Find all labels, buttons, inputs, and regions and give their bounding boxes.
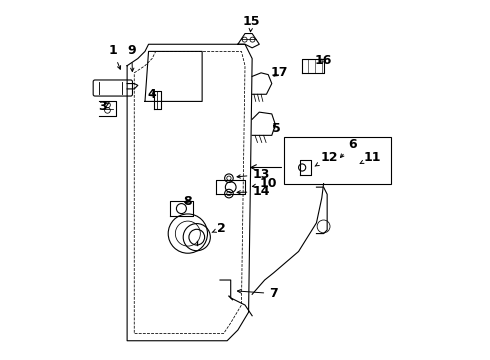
Text: 8: 8 [184,195,192,208]
Text: 12: 12 [315,151,338,166]
Text: 6: 6 [341,138,357,157]
Text: 14: 14 [237,185,270,198]
Text: 4: 4 [147,88,156,101]
Text: 1: 1 [108,44,121,69]
Text: 16: 16 [314,54,332,67]
Text: 9: 9 [127,44,136,72]
Text: 10: 10 [252,177,277,190]
Text: 13: 13 [237,168,270,181]
Text: 15: 15 [243,14,260,32]
Bar [284,137,392,184]
Text: 5: 5 [272,122,281,135]
Text: 11: 11 [360,151,381,164]
Text: 17: 17 [270,66,288,79]
Text: 7: 7 [238,287,278,300]
Text: 2: 2 [212,222,226,235]
Text: 3: 3 [98,100,109,113]
